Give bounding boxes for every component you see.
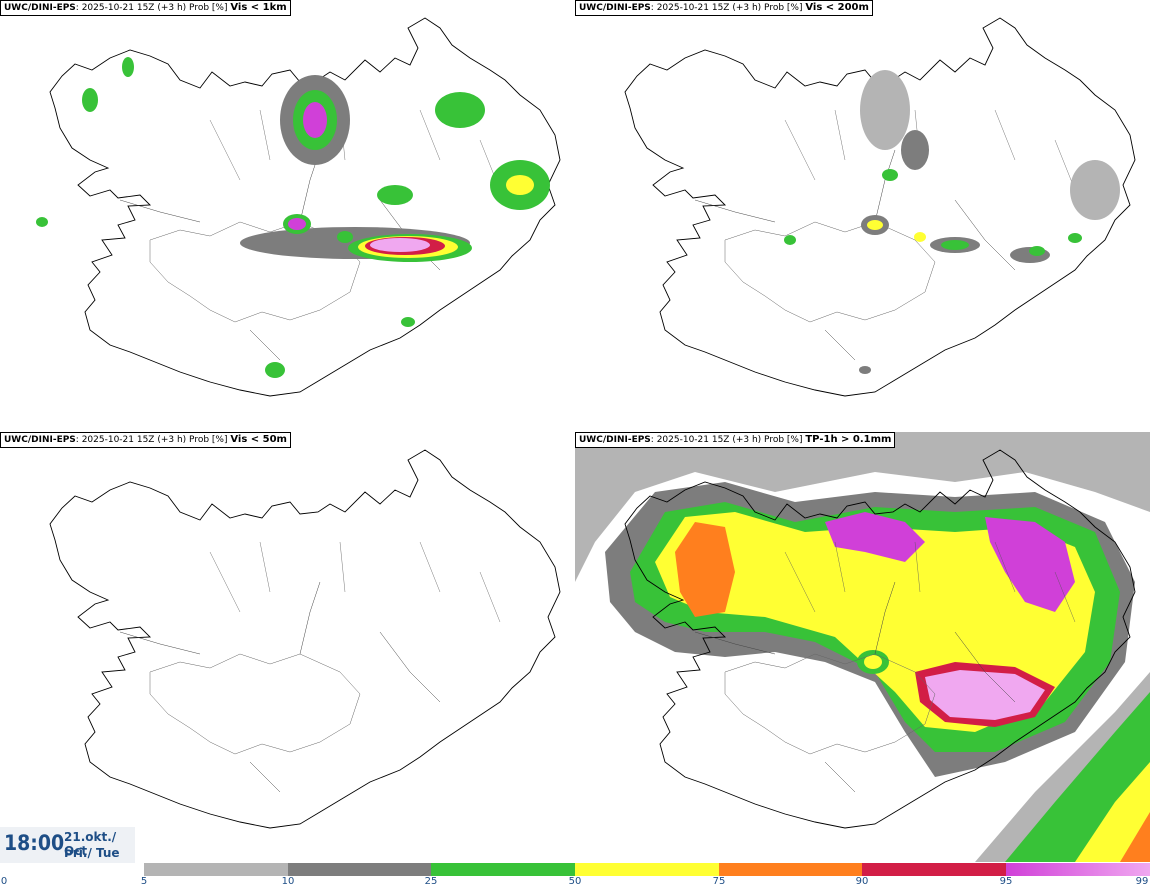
model-name: UWC/DINI-EPS — [4, 435, 76, 445]
map-panel-vis-200m: UWC/DINI-EPS: 2025-10-21 15Z (+3 h) Prob… — [575, 0, 1150, 430]
legend-tick: 50 — [568, 876, 582, 887]
prob-field-precip — [575, 432, 1150, 862]
map-vis-50m — [49, 449, 561, 829]
model-name: UWC/DINI-EPS — [579, 3, 651, 13]
legend-tick: 75 — [712, 876, 726, 887]
panel-title: UWC/DINI-EPS: 2025-10-21 15Z (+3 h) Prob… — [0, 0, 291, 16]
valid-time: 18:00 — [4, 831, 65, 855]
legend-tick: 25 — [424, 876, 438, 887]
panel-title: UWC/DINI-EPS: 2025-10-21 15Z (+3 h) Prob… — [575, 432, 896, 448]
legend-bin-90-95 — [862, 863, 1006, 876]
model-name: UWC/DINI-EPS — [4, 3, 76, 13]
map-vis-1km — [36, 17, 561, 397]
variable-label: TP-1h > 0.1mm — [805, 434, 892, 445]
prob-field-vis-200m — [784, 70, 1120, 374]
variable-label: Vis < 1km — [230, 2, 287, 13]
map-vis-200m — [624, 17, 1136, 397]
legend-tick: 0 — [0, 876, 8, 887]
panel-title: UWC/DINI-EPS: 2025-10-21 15Z (+3 h) Prob… — [0, 432, 291, 448]
map-panel-precip: UWC/DINI-EPS: 2025-10-21 15Z (+3 h) Prob… — [575, 432, 1150, 862]
model-name: UWC/DINI-EPS — [579, 435, 651, 445]
map-panel-vis-1km: UWC/DINI-EPS: 2025-10-21 15Z (+3 h) Prob… — [0, 0, 575, 430]
map-panel-vis-50m: UWC/DINI-EPS: 2025-10-21 15Z (+3 h) Prob… — [0, 432, 575, 862]
legend-tick: 95 — [999, 876, 1013, 887]
legend-tick: 10 — [281, 876, 295, 887]
legend-bin-25-50 — [431, 863, 575, 876]
legend-tick: 90 — [855, 876, 869, 887]
panel-title: UWC/DINI-EPS: 2025-10-21 15Z (+3 h) Prob… — [575, 0, 873, 16]
legend-bin-10-25 — [288, 863, 431, 876]
legend-bin-50-75 — [575, 863, 719, 876]
legend-bin-5-10 — [144, 863, 288, 876]
legend-tick: 5 — [140, 876, 148, 887]
valid-date: 21.okt./ Oct — [64, 830, 117, 858]
variable-label: Vis < 50m — [230, 434, 287, 445]
legend-bin-95-99 — [1006, 863, 1150, 876]
prob-field-vis-1km — [36, 57, 550, 378]
run-info: : 2025-10-21 15Z (+3 h) Prob [%] — [75, 435, 228, 445]
map-precip — [575, 432, 1150, 862]
valid-time-box: 18:00 21.okt./ Oct Þri./ Tue — [0, 827, 135, 863]
legend-tick: 99 — [1135, 876, 1149, 887]
run-info: : 2025-10-21 15Z (+3 h) Prob [%] — [650, 3, 803, 13]
variable-label: Vis < 200m — [805, 2, 869, 13]
legend-bin-75-90 — [719, 863, 862, 876]
valid-day: Þri./ Tue — [64, 846, 120, 860]
run-info: : 2025-10-21 15Z (+3 h) Prob [%] — [75, 3, 228, 13]
run-info: : 2025-10-21 15Z (+3 h) Prob [%] — [650, 435, 803, 445]
